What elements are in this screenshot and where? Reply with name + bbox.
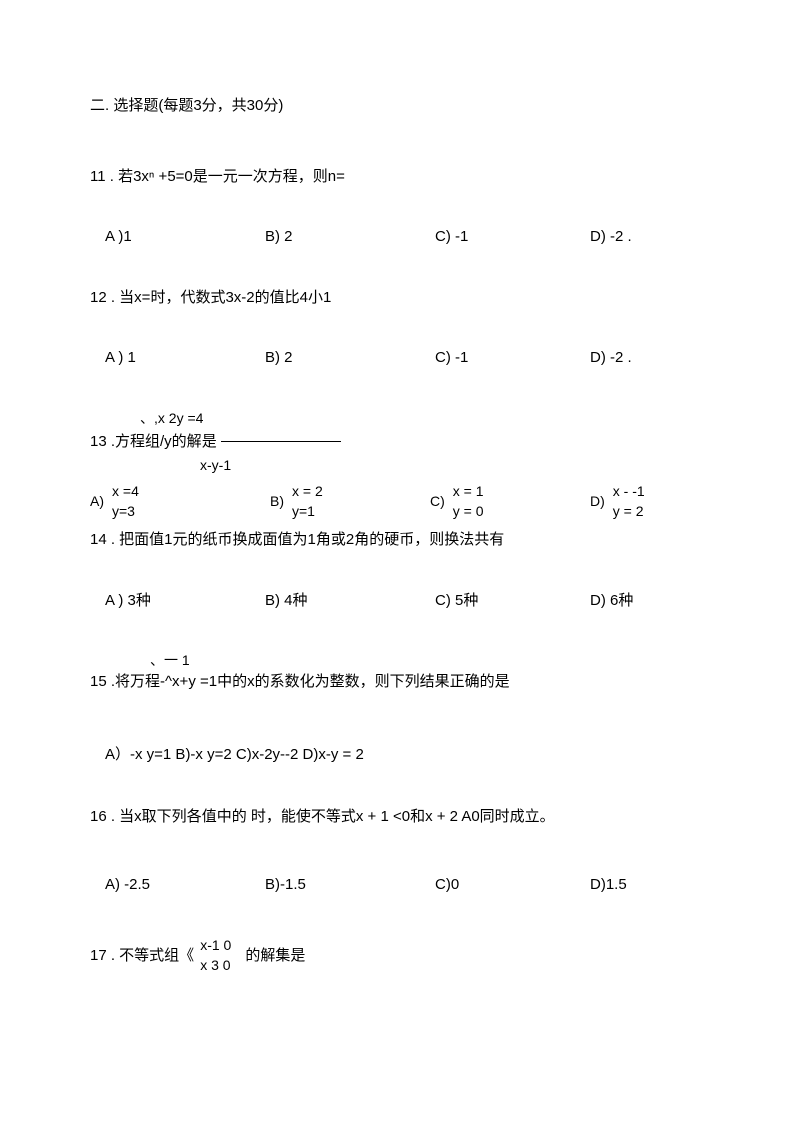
q15-text: 15 .将万程-^x+y =1中的x的系数化为整数，则下列结果正确的是	[90, 671, 710, 694]
q11-option-b: B) 2	[265, 226, 435, 249]
q13-a-val1: x =4	[112, 482, 139, 502]
q13-fragment-bot: x-y-1	[90, 455, 710, 476]
question-12: 12 . 当x=时，代数式3x-2的值比4小1 A ) 1 B) 2 C) -1…	[90, 287, 710, 370]
q12-text: 12 . 当x=时，代数式3x-2的值比4小1	[90, 287, 710, 310]
q13-text-span: 13 .方程组/y的解是	[90, 433, 221, 450]
q13-options: A) x =4 y=3 B) x = 2 y=1 C) x = 1 y = 0 …	[90, 482, 710, 521]
q13-blank	[221, 441, 341, 442]
q13-c-label: C)	[430, 491, 445, 512]
q11-option-c: C) -1	[435, 226, 590, 249]
q13-d-val1: x - -1	[613, 482, 645, 502]
q13-fragment-top: 、,x 2y =4	[90, 408, 710, 429]
q12-options: A ) 1 B) 2 C) -1 D) -2 .	[90, 347, 710, 370]
q14-text: 14 . 把面值1元的纸币换成面值为1角或2角的硬币，则换法共有	[90, 529, 710, 552]
q13-b-val1: x = 2	[292, 482, 323, 502]
q17-frac-bot: x 3 0	[200, 956, 231, 976]
q14-options: A ) 3种 B) 4种 C) 5种 D) 6种	[90, 590, 710, 613]
q13-c-val2: y = 0	[453, 502, 484, 522]
section-heading: 二. 选择题(每题3分，共30分)	[90, 95, 710, 118]
q14-option-c: C) 5种	[435, 590, 590, 613]
q16-text: 16 . 当x取下列各值中的 时，能使不等式x + 1 <0和x + 2 A0同…	[90, 806, 710, 829]
q13-a-val2: y=3	[112, 502, 139, 522]
q13-b-label: B)	[270, 491, 284, 512]
q12-option-d: D) -2 .	[590, 347, 632, 370]
q16-option-b: B)-1.5	[265, 874, 435, 897]
q13-option-c: C) x = 1 y = 0	[430, 482, 590, 521]
q14-option-a: A ) 3种	[105, 590, 265, 613]
question-11: 11 . 若3xⁿ +5=0是一元一次方程，则n= A )1 B) 2 C) -…	[90, 166, 710, 249]
q17-prefix: 17 . 不等式组《	[90, 945, 194, 968]
q13-option-d: D) x - -1 y = 2	[590, 482, 645, 521]
q15-options: A）-x y=1 B)-x y=2 C)x-2y--2 D)x-y = 2	[90, 744, 710, 767]
q13-b-val2: y=1	[292, 502, 323, 522]
q13-a-label: A)	[90, 491, 104, 512]
q13-option-a: A) x =4 y=3	[90, 482, 270, 521]
q13-option-b: B) x = 2 y=1	[270, 482, 430, 521]
question-13: 、,x 2y =4 13 .方程组/y的解是 x-y-1 A) x =4 y=3…	[90, 408, 710, 522]
q15-fragment-top: 、一 1	[90, 650, 710, 671]
q16-options: A) -2.5 B)-1.5 C)0 D)1.5	[90, 874, 710, 897]
q13-text: 13 .方程组/y的解是	[90, 431, 710, 454]
q17-frac-top: x-1 0	[200, 936, 231, 956]
q14-option-b: B) 4种	[265, 590, 435, 613]
q11-option-d: D) -2 .	[590, 226, 632, 249]
q16-option-d: D)1.5	[590, 874, 627, 897]
q13-d-val2: y = 2	[613, 502, 645, 522]
q12-option-a: A ) 1	[105, 347, 265, 370]
q14-option-d: D) 6种	[590, 590, 633, 613]
q12-option-b: B) 2	[265, 347, 435, 370]
q16-option-c: C)0	[435, 874, 590, 897]
q16-option-a: A) -2.5	[105, 874, 265, 897]
q13-c-val1: x = 1	[453, 482, 484, 502]
question-17: 17 . 不等式组《 x-1 0 x 3 0 的解集是	[90, 936, 710, 975]
question-15: 、一 1 15 .将万程-^x+y =1中的x的系数化为整数，则下列结果正确的是…	[90, 650, 710, 766]
q17-suffix: 的解集是	[245, 945, 305, 968]
q13-d-label: D)	[590, 491, 605, 512]
q12-option-c: C) -1	[435, 347, 590, 370]
q11-options: A )1 B) 2 C) -1 D) -2 .	[90, 226, 710, 249]
q11-option-a: A )1	[105, 226, 265, 249]
q11-text: 11 . 若3xⁿ +5=0是一元一次方程，则n=	[90, 166, 710, 189]
question-14: 14 . 把面值1元的纸币换成面值为1角或2角的硬币，则换法共有 A ) 3种 …	[90, 529, 710, 612]
q17-fraction: x-1 0 x 3 0	[200, 936, 231, 975]
question-16: 16 . 当x取下列各值中的 时，能使不等式x + 1 <0和x + 2 A0同…	[90, 806, 710, 896]
